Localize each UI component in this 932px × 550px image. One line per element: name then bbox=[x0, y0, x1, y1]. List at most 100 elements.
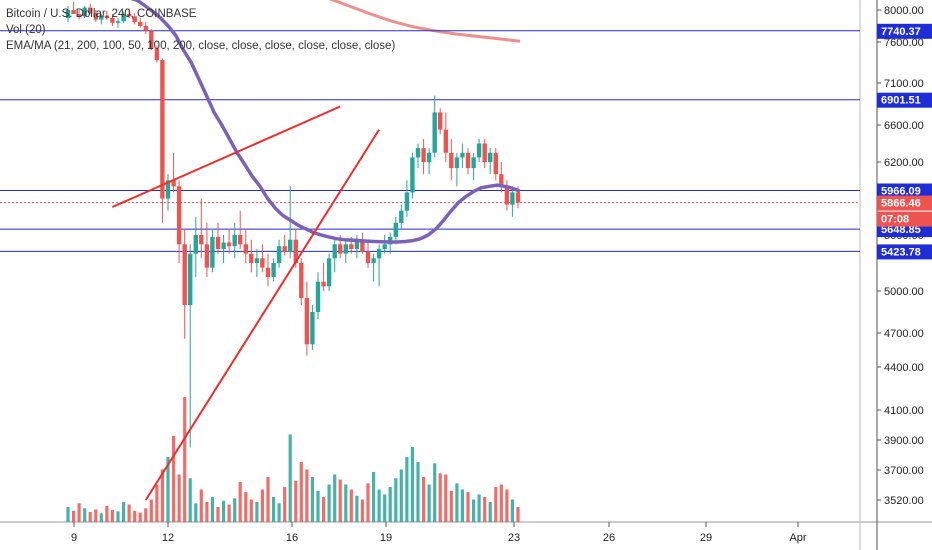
volume-bar bbox=[355, 495, 359, 523]
time-tick-label: 12 bbox=[162, 532, 174, 544]
candle-body bbox=[443, 129, 448, 153]
volume-bar bbox=[483, 497, 487, 522]
candle-body bbox=[482, 143, 487, 162]
candle-body bbox=[376, 249, 382, 259]
legend-symbol[interactable]: Bitcoin / U.S. Dollar, 240, COINBASE bbox=[6, 8, 197, 20]
ema-21-line bbox=[130, 0, 521, 244]
time-tick-label: 9 bbox=[71, 532, 77, 544]
ema-21-path bbox=[130, 0, 521, 244]
candle-body bbox=[471, 157, 476, 169]
volume-bar bbox=[77, 503, 81, 523]
volume-bar bbox=[266, 477, 270, 522]
candle-body bbox=[199, 235, 204, 245]
volume-bar bbox=[360, 499, 364, 522]
candle-body bbox=[349, 244, 354, 249]
candle-body bbox=[126, 14, 132, 17]
volume-bar bbox=[210, 497, 214, 522]
legend-indicators[interactable]: EMA/MA (21, 200, 100, 50, 100, 200, clos… bbox=[6, 40, 396, 52]
volume-bar bbox=[416, 462, 420, 522]
volume-bar bbox=[288, 434, 292, 522]
volume-bar bbox=[216, 507, 220, 522]
volume-bar bbox=[394, 478, 398, 523]
volume-bar bbox=[516, 507, 520, 522]
candle-body bbox=[138, 22, 143, 26]
time-axis[interactable]: 9 12 16 19 23 26 29 Apr bbox=[71, 522, 807, 544]
candle-body bbox=[288, 239, 293, 252]
volume-bar bbox=[410, 447, 414, 522]
volume-bar bbox=[277, 503, 281, 523]
volume-bar bbox=[172, 435, 176, 523]
time-tick-label: 26 bbox=[603, 532, 615, 544]
volume-bar bbox=[205, 502, 209, 522]
candle-body bbox=[332, 244, 337, 259]
price-tick-label: 6200.00 bbox=[884, 157, 924, 169]
candle-body bbox=[226, 242, 232, 247]
trendline-upper-resistance bbox=[111, 105, 341, 208]
time-tick-label: 19 bbox=[380, 532, 392, 544]
candle-body bbox=[182, 244, 187, 305]
candle-body bbox=[243, 244, 248, 254]
candle-body bbox=[465, 152, 471, 169]
volume-bar bbox=[238, 482, 242, 522]
candle-body bbox=[415, 148, 421, 158]
candle-body bbox=[404, 192, 410, 211]
trendlines[interactable] bbox=[111, 105, 380, 501]
candle-body bbox=[488, 152, 493, 163]
candle-body bbox=[271, 263, 276, 277]
candle-body bbox=[143, 26, 148, 31]
level-tag: 5648.85 bbox=[881, 224, 921, 236]
candle-body bbox=[265, 267, 271, 277]
volume-bar bbox=[72, 510, 76, 523]
volume-bar bbox=[438, 473, 442, 523]
candle-body bbox=[132, 16, 137, 22]
volume-bar bbox=[66, 507, 70, 522]
candle-body bbox=[460, 152, 465, 158]
volume-bar bbox=[183, 397, 187, 522]
volume-bar bbox=[227, 504, 231, 522]
candle-body bbox=[476, 143, 482, 158]
candle-body bbox=[432, 112, 437, 153]
volume-bar bbox=[249, 499, 253, 522]
level-tag: 6901.51 bbox=[881, 95, 921, 107]
price-tick-label: 4400.00 bbox=[884, 362, 924, 374]
candle-body bbox=[310, 312, 315, 345]
volume-bar bbox=[344, 484, 348, 522]
candle-body bbox=[365, 251, 371, 263]
volume-bar bbox=[444, 474, 448, 522]
candle-body bbox=[254, 258, 260, 263]
candle-body bbox=[88, 7, 93, 14]
candle-body bbox=[515, 192, 521, 203]
volume-bar bbox=[477, 494, 481, 522]
level-tag: 5423.78 bbox=[881, 246, 921, 258]
candle-body bbox=[493, 152, 498, 175]
level-tag-bg bbox=[877, 183, 932, 199]
price-tick-label: 3900.00 bbox=[884, 435, 924, 447]
volume-bar bbox=[422, 477, 426, 522]
volume-bar bbox=[377, 489, 381, 522]
candle-body bbox=[499, 174, 504, 187]
candle-body bbox=[449, 152, 454, 169]
horizontal-levels bbox=[0, 30, 860, 252]
candle-body bbox=[426, 152, 432, 163]
candle-body bbox=[399, 210, 404, 223]
volume-bar bbox=[110, 510, 114, 522]
price-tick-label: 6600.00 bbox=[884, 120, 924, 132]
candle-body bbox=[93, 13, 98, 20]
volume-bar bbox=[88, 512, 92, 522]
candle-body bbox=[410, 157, 415, 193]
volume-bar bbox=[460, 489, 464, 522]
candle-body bbox=[188, 253, 193, 305]
candle-body bbox=[276, 246, 282, 263]
time-tick-label: 29 bbox=[700, 532, 712, 544]
price-tick-label: 4700.00 bbox=[884, 328, 924, 340]
volume-bar bbox=[299, 462, 303, 522]
candle-body bbox=[165, 180, 171, 199]
price-axis[interactable]: 8000.007600.007100.006600.006200.005600.… bbox=[877, 5, 924, 507]
candles bbox=[65, 2, 521, 448]
candle-body bbox=[393, 222, 398, 237]
price-tags: 7740.37 6901.51 5966.09 5648.85 5423.78 5866.… bbox=[877, 23, 932, 260]
volume-bar bbox=[122, 502, 126, 522]
volume-bar bbox=[133, 510, 137, 523]
legend-volume[interactable]: Vol (20) bbox=[6, 24, 46, 36]
